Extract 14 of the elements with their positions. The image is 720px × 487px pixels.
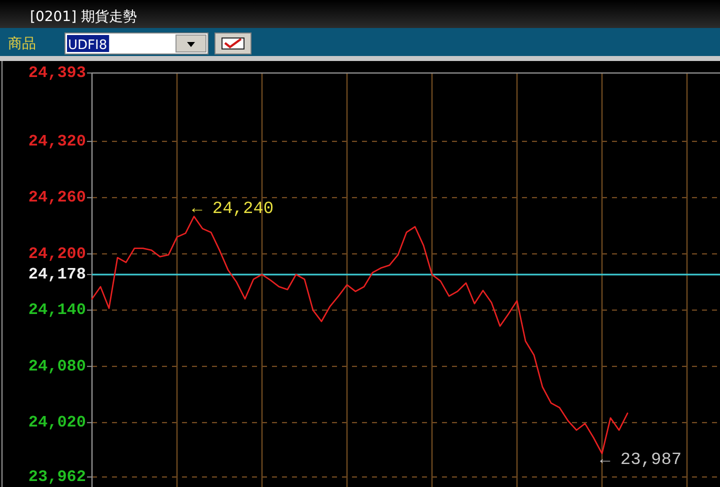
ytick-label: 24,020	[28, 414, 86, 432]
ytick-label: 24,080	[28, 357, 86, 376]
ytick-label: 24,260	[28, 188, 86, 207]
title: [0201] 期貨走勢	[30, 9, 138, 25]
ytick-label: 24,140	[28, 301, 86, 320]
field-label: 商品	[8, 36, 36, 52]
ytick-label: 24,200	[28, 244, 86, 263]
annotation: ← 24,240	[192, 200, 274, 219]
ytick-label: 24,393	[28, 64, 86, 82]
ytick-label: 23,962	[28, 468, 86, 486]
annotation: ← 23,987	[600, 451, 682, 470]
ytick-label: 24,320	[28, 132, 86, 150]
selected-product-label: UDFI8	[68, 38, 108, 53]
ytick-label: 24,178	[28, 266, 86, 284]
